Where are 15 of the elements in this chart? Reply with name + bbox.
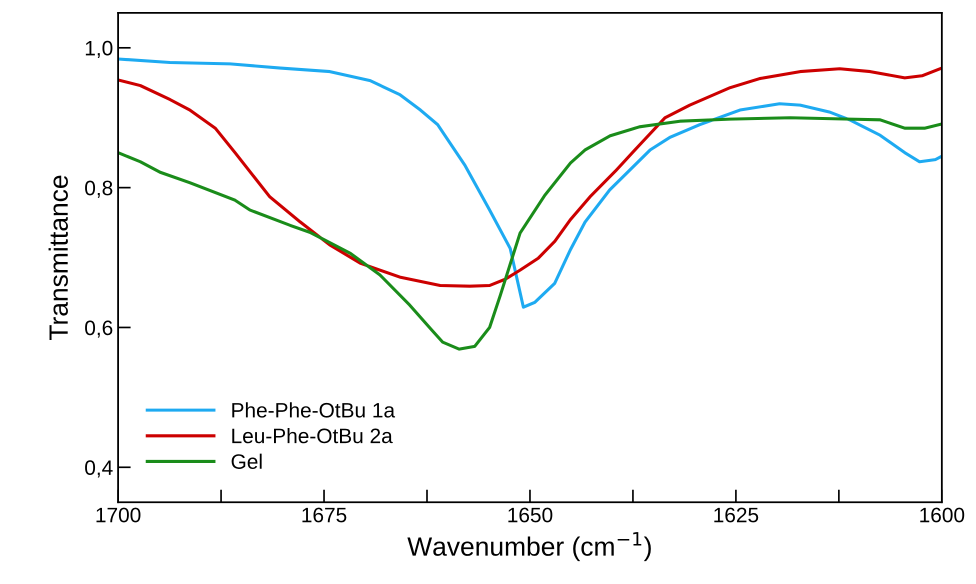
y-tick-label: 0,8 bbox=[85, 180, 112, 198]
legend-label: Phe-Phe-OtBu 1a bbox=[232, 402, 396, 418]
y-axis-title: Transmittance bbox=[48, 176, 68, 340]
y-tick-label: 0,4 bbox=[85, 460, 113, 478]
x-tick-label: 1600 bbox=[920, 508, 964, 522]
x-tick-label: 1675 bbox=[302, 508, 346, 522]
x-axis-title: Wavenumber (cm$^{−1}$) bbox=[407, 532, 651, 562]
line-series bbox=[118, 116, 942, 351]
x-tick-label: 1625 bbox=[714, 508, 758, 522]
y-tick-label: 1,0 bbox=[86, 40, 112, 58]
x-tick-label: 1650 bbox=[508, 508, 552, 522]
y-tick-label: 0,6 bbox=[85, 320, 112, 338]
x-tick-label: 1700 bbox=[96, 508, 140, 522]
legend-label: Gel bbox=[232, 454, 262, 469]
legend-label: Leu-Phe-OtBu 2a bbox=[232, 428, 393, 444]
